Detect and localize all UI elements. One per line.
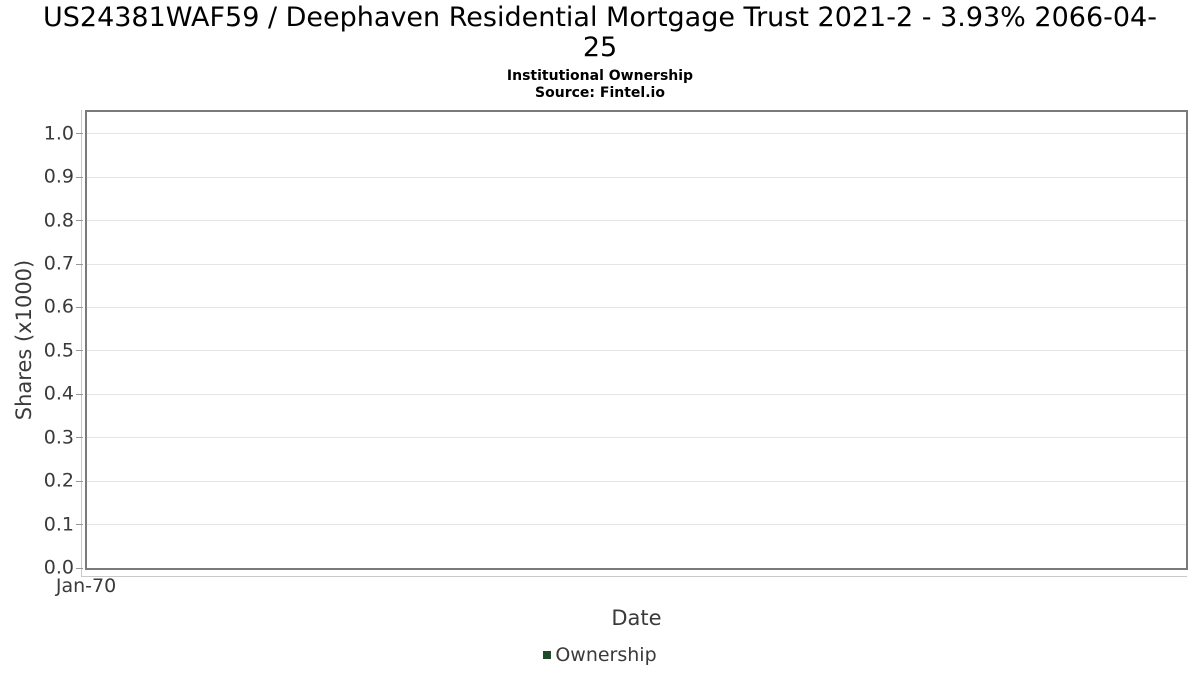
legend-entry-ownership[interactable]: Ownership	[543, 643, 657, 666]
chart-title: US24381WAF59 / Deephaven Residential Mor…	[0, 3, 1200, 63]
gridline-y-0.2	[87, 480, 1186, 482]
y-tick-mark-0.4	[76, 393, 83, 395]
chart-title-line-2: 25	[582, 32, 618, 63]
gridline-y-0.1	[87, 524, 1186, 526]
y-tick-label-0.9: 0.9	[43, 165, 74, 188]
y-tick-label-0.1: 0.1	[43, 513, 74, 536]
y-tick-mark-0.0	[76, 567, 83, 569]
y-tick-mark-0.8	[76, 220, 83, 222]
y-tick-mark-0.5	[76, 350, 83, 352]
y-tick-label-0.3: 0.3	[43, 426, 74, 449]
legend-label: Ownership	[555, 643, 657, 666]
legend-marker-icon	[543, 651, 552, 659]
gridline-y-0.9	[87, 176, 1186, 178]
y-tick-label-0.5: 0.5	[43, 339, 74, 362]
x-axis-label: Date	[611, 606, 662, 630]
chart-subtitle: Institutional Ownership	[506, 68, 694, 84]
gridline-y-0.7	[87, 263, 1186, 265]
y-tick-mark-0.7	[76, 263, 83, 265]
y-tick-label-0.4: 0.4	[43, 382, 74, 405]
legend: Ownership	[0, 644, 1200, 666]
y-tick-mark-0.1	[76, 524, 83, 526]
gridline-y-0.5	[87, 350, 1186, 352]
y-tick-label-0.6: 0.6	[43, 295, 74, 318]
gridline-y-0.8	[87, 220, 1186, 222]
gridline-y-1.0	[87, 133, 1186, 135]
y-axis-line	[81, 110, 82, 577]
y-tick-label-0.7: 0.7	[43, 252, 74, 275]
y-tick-label-0.8: 0.8	[43, 209, 74, 232]
gridline-y-0.3	[87, 437, 1186, 439]
y-tick-mark-0.6	[76, 306, 83, 308]
gridline-y-0.4	[87, 393, 1186, 395]
y-tick-mark-1.0	[76, 133, 83, 135]
x-tick-label-Jan-70: Jan-70	[55, 575, 117, 597]
y-tick-mark-0.3	[76, 437, 83, 439]
x-axis-line	[81, 576, 1187, 577]
chart-title-line-1: US24381WAF59 / Deephaven Residential Mor…	[43, 2, 1157, 33]
y-tick-label-1.0: 1.0	[43, 122, 74, 145]
plot-area	[85, 110, 1188, 570]
gridline-y-0.6	[87, 306, 1186, 308]
y-tick-mark-0.9	[76, 176, 83, 178]
y-tick-label-0.0: 0.0	[43, 556, 74, 579]
y-tick-label-0.2: 0.2	[43, 469, 74, 492]
y-tick-mark-0.2	[76, 480, 83, 482]
chart-source: Source: Fintel.io	[535, 85, 665, 101]
